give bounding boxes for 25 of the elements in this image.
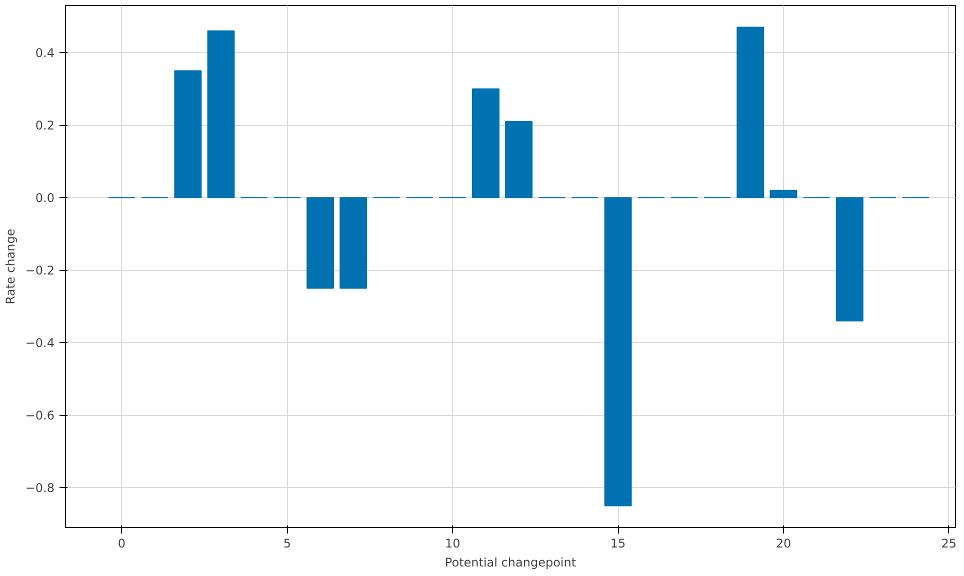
bar (472, 88, 500, 198)
bar (306, 197, 334, 289)
bar (505, 121, 533, 198)
x-axis-title: Potential changepoint (444, 556, 576, 570)
y-tick-label: −0.6 (25, 408, 54, 423)
y-axis-title: Rate change (3, 228, 18, 304)
y-tick-label: 0.4 (35, 46, 55, 60)
bar (736, 26, 764, 198)
y-tick-label: −0.4 (25, 336, 54, 350)
bar (836, 197, 864, 322)
y-tick-label: 0.0 (35, 191, 55, 206)
bar (207, 30, 235, 198)
x-tick-label: 20 (776, 536, 792, 550)
x-tick-label: 15 (610, 536, 626, 550)
y-tick-label: −0.8 (25, 481, 54, 496)
x-tick-label: 5 (283, 536, 291, 550)
x-tick-label: 0 (118, 536, 126, 550)
x-tick-label: 25 (941, 536, 957, 550)
bar (604, 197, 632, 506)
bar (174, 70, 202, 198)
y-tick-label: −0.2 (25, 264, 54, 278)
x-tick-label: 10 (444, 536, 460, 550)
bar (340, 197, 368, 289)
bar (770, 190, 798, 198)
y-tick-label: 0.2 (35, 118, 55, 133)
